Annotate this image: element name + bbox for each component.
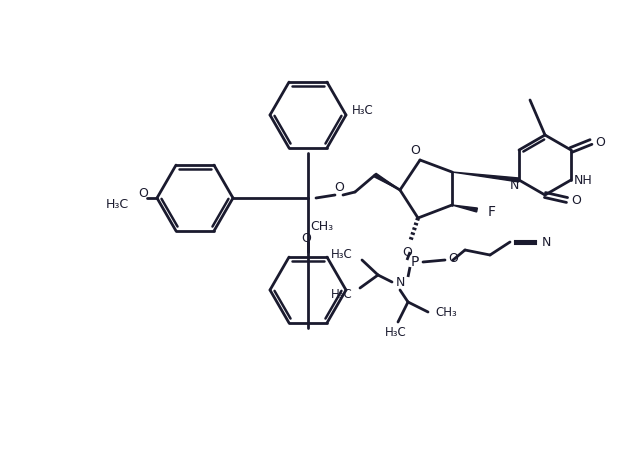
Polygon shape [452,172,519,182]
Text: O: O [402,245,412,258]
Text: O: O [595,135,605,149]
Polygon shape [374,173,400,190]
Text: H₃C: H₃C [106,197,129,211]
Text: H₃C: H₃C [331,248,353,260]
Text: O: O [301,232,311,244]
Text: O: O [334,180,344,194]
Text: O: O [138,187,148,199]
Text: CH₃: CH₃ [435,306,457,319]
Text: N: N [509,179,518,191]
Text: N: N [541,235,550,249]
Text: NH: NH [573,173,593,187]
Text: F: F [488,205,496,219]
Text: P: P [411,255,419,269]
Text: O: O [448,251,458,265]
Text: H₃C: H₃C [352,103,374,117]
Polygon shape [452,205,477,212]
Text: O: O [571,194,581,206]
Text: O: O [410,143,420,157]
Text: H₃C: H₃C [331,288,353,300]
Text: N: N [396,275,404,289]
Text: CH₃: CH₃ [310,219,333,233]
Text: H₃C: H₃C [385,326,407,338]
